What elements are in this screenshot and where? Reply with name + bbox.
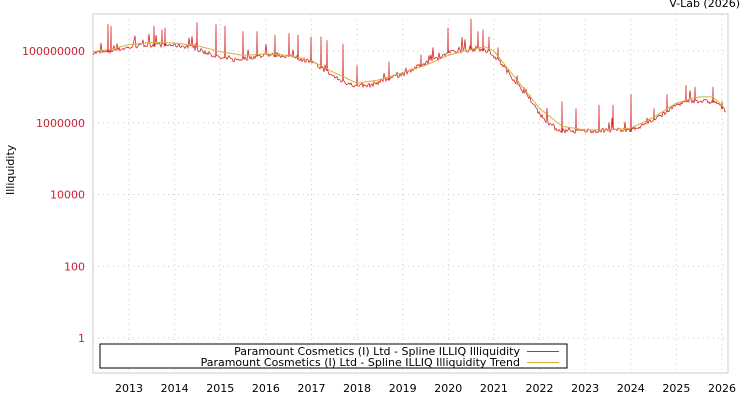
x-tick-label: 2017 xyxy=(297,382,325,395)
x-tick-label: 2019 xyxy=(389,382,417,395)
y-tick-label: 1000000 xyxy=(36,117,85,130)
y-axis-ticks: 1 100 10000 1000000 100000000 xyxy=(22,45,85,345)
x-axis-ticks: 2013 2014 2015 2016 2017 2018 2019 2020 2021 2022… xyxy=(115,382,736,395)
legend-label-trend: Paramount Cosmetics (I) Ltd - Spline ILL… xyxy=(201,356,520,369)
data-series xyxy=(92,18,727,134)
x-tick-label: 2023 xyxy=(571,382,599,395)
trend-line xyxy=(92,41,726,131)
x-tick-label: 2014 xyxy=(161,382,189,395)
x-tick-label: 2016 xyxy=(252,382,280,395)
x-tick-label: 2026 xyxy=(708,382,736,395)
y-tick-label: 100000000 xyxy=(22,45,85,58)
x-tick-label: 2018 xyxy=(343,382,371,395)
illiquidity-line xyxy=(92,18,727,134)
y-tick-label: 100 xyxy=(64,260,85,273)
x-tick-label: 2015 xyxy=(206,382,234,395)
x-tick-label: 2021 xyxy=(480,382,508,395)
legend: Paramount Cosmetics (I) Ltd - Spline ILL… xyxy=(99,343,568,369)
plot-area xyxy=(92,13,729,374)
x-tick-label: 2022 xyxy=(526,382,554,395)
x-tick-label: 2013 xyxy=(115,382,143,395)
y-tick-label: 1 xyxy=(78,332,85,345)
x-tick-label: 2020 xyxy=(434,382,462,395)
x-tick-label: 2025 xyxy=(662,382,690,395)
legend-label-illiquidity: Paramount Cosmetics (I) Ltd - Spline ILL… xyxy=(234,345,520,358)
chart-credit: V-Lab (2026) xyxy=(669,0,740,10)
y-tick-label: 10000 xyxy=(50,189,85,202)
x-tick-label: 2024 xyxy=(617,382,645,395)
